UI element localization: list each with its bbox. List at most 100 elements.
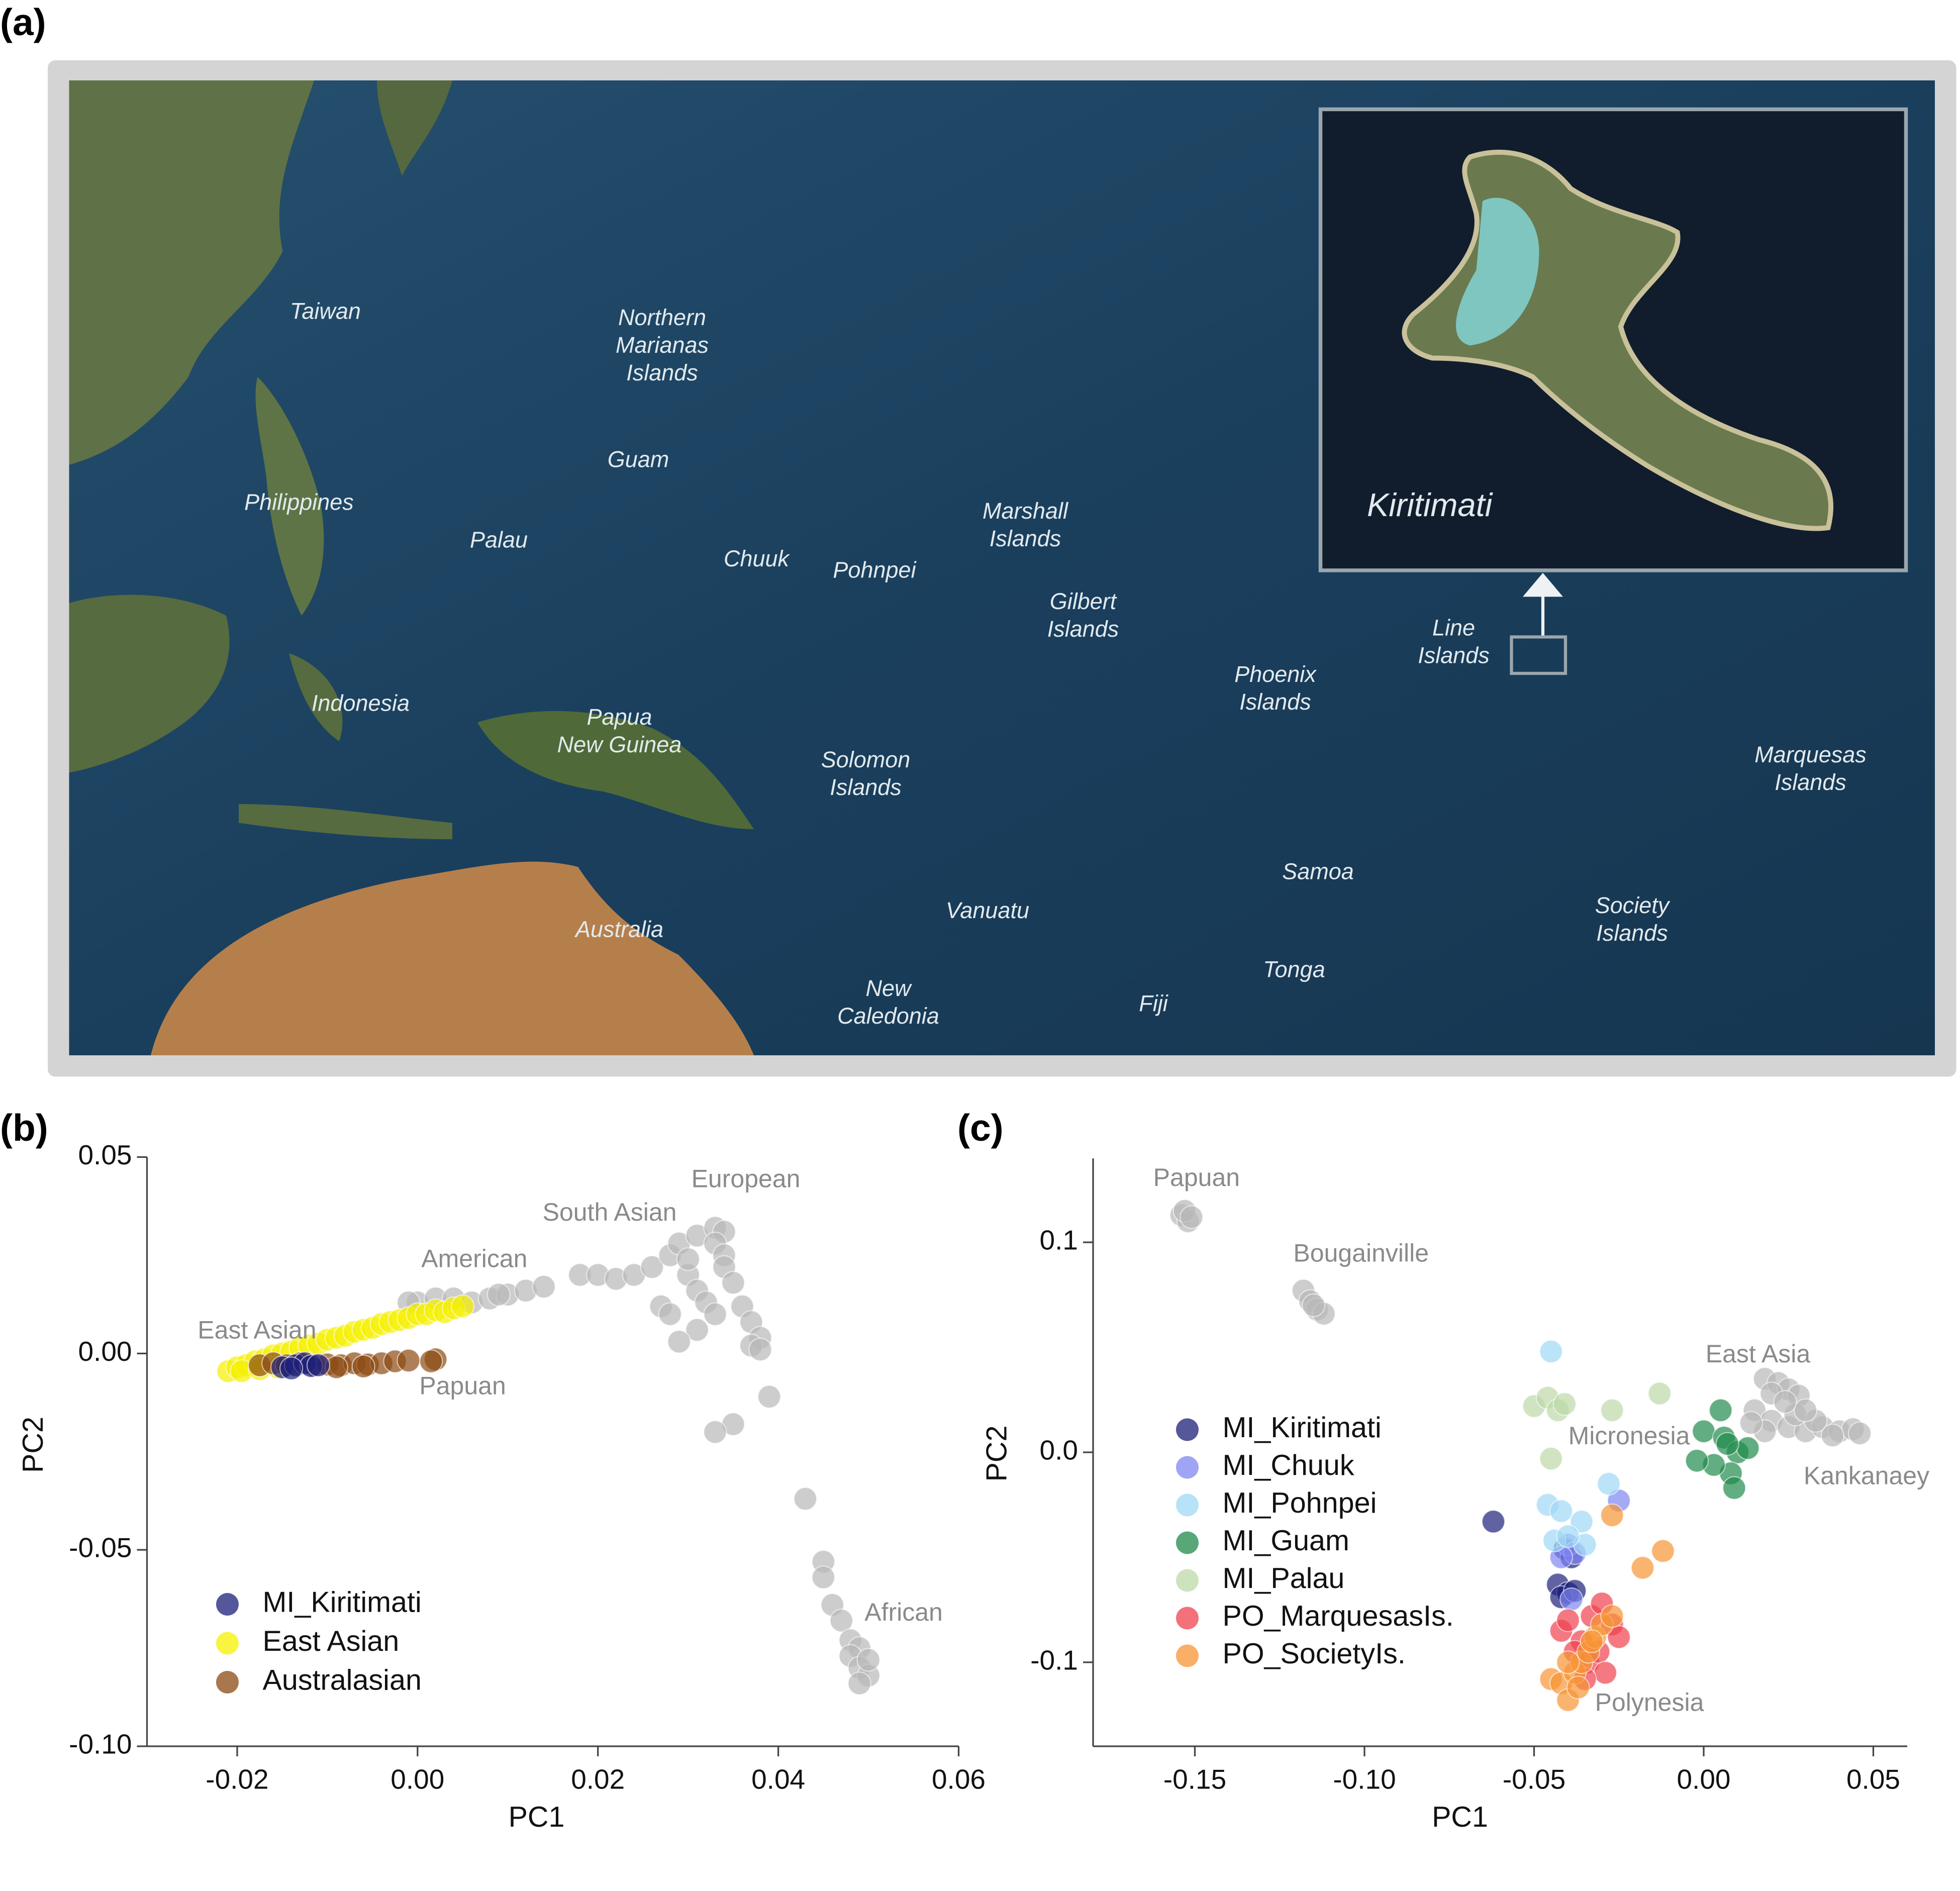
reference-point <box>532 1274 556 1299</box>
land-borneo <box>69 594 230 773</box>
annotation: East Asia <box>1706 1340 1811 1368</box>
annotation: Papuan <box>419 1372 506 1400</box>
legend-swatch <box>216 1671 239 1694</box>
map-label: Marianas <box>616 332 709 358</box>
y-axis-label: PC2 <box>981 1426 1013 1482</box>
map-label: Taiwan <box>290 298 361 324</box>
point <box>279 1356 304 1380</box>
chart: -0.15 -0.10 -0.05 0.00 0.05 0.1 0.0 -0.1 PC1 PC2 P… <box>981 1158 1929 1833</box>
point <box>1722 1476 1746 1500</box>
reference-point <box>856 1648 880 1672</box>
reference-point <box>793 1487 817 1511</box>
reference-point <box>640 1255 664 1279</box>
legend-swatch <box>1176 1531 1199 1554</box>
legend-swatch <box>1176 1456 1199 1479</box>
x-tick-label: 0.00 <box>390 1764 444 1795</box>
annotation: Papuan <box>1153 1163 1240 1191</box>
reference-point <box>1773 1390 1797 1414</box>
x-tick-label: 0.05 <box>1846 1764 1900 1795</box>
map-label: Palau <box>470 527 528 552</box>
reference-point <box>811 1565 835 1589</box>
map-label: Papua <box>586 704 652 730</box>
map-label: Islands <box>830 774 902 800</box>
legend-swatch <box>1176 1644 1199 1667</box>
map-label: Australia <box>574 916 663 942</box>
reference-point <box>667 1330 691 1354</box>
legend-swatch <box>1176 1607 1199 1630</box>
y-tick-label: 0.00 <box>78 1336 132 1367</box>
reference-point <box>1302 1293 1326 1318</box>
legend-swatch <box>216 1632 239 1655</box>
reference-point <box>676 1247 700 1271</box>
reference-point <box>1739 1411 1763 1435</box>
point <box>1736 1436 1760 1460</box>
map-label: Islands <box>1418 642 1490 668</box>
y-tick-label: 0.0 <box>1040 1435 1078 1466</box>
legend-label: PO_MarquesasIs. <box>1223 1600 1454 1632</box>
legend-label: MI_Palau <box>1223 1562 1345 1595</box>
land-australia <box>151 861 754 1055</box>
reference-point <box>486 1282 511 1307</box>
point <box>306 1353 330 1377</box>
point <box>351 1354 375 1378</box>
map-label: Chuuk <box>724 546 791 571</box>
x-tick-label: -0.02 <box>206 1764 268 1795</box>
inset-label: Kiritimati <box>1367 486 1493 523</box>
map-label: Islands <box>990 526 1061 551</box>
annotation: South Asian <box>543 1198 677 1226</box>
reference-point <box>757 1384 781 1409</box>
reference-point <box>1820 1424 1844 1448</box>
x-tick-label: 0.04 <box>751 1764 805 1795</box>
map-label: Northern <box>618 305 706 330</box>
x-axis-label: PC1 <box>509 1801 565 1833</box>
legend-label: MI_Chuuk <box>1223 1449 1354 1481</box>
map-label: Samoa <box>1282 858 1354 884</box>
annotation: Polynesia <box>1595 1688 1704 1717</box>
point <box>1607 1625 1631 1649</box>
x-tick-label: 0.00 <box>1677 1764 1730 1795</box>
map-label: Gilbert <box>1050 588 1118 614</box>
x-tick-label: 0.06 <box>932 1764 986 1795</box>
legend-label: MI_Guam <box>1223 1525 1349 1557</box>
point <box>1539 1339 1563 1363</box>
legend-label: East Asian <box>263 1625 400 1657</box>
y-tick-label: 0.1 <box>1040 1225 1078 1256</box>
map-label: Vanuatu <box>946 898 1029 923</box>
reference-point <box>703 1420 727 1444</box>
point <box>1570 1510 1594 1534</box>
annotation: American <box>421 1244 527 1272</box>
land-asia <box>69 80 314 465</box>
reference-point <box>703 1302 727 1326</box>
reference-point <box>658 1302 682 1326</box>
y-tick-label: -0.05 <box>69 1532 132 1563</box>
inset-arrow-head <box>1523 573 1563 597</box>
point <box>1709 1398 1733 1422</box>
point <box>1631 1556 1655 1580</box>
map-label: Solomon <box>821 747 911 772</box>
map-label: Islands <box>1775 769 1846 795</box>
point <box>1647 1381 1672 1406</box>
reference-point <box>685 1318 709 1342</box>
map-label: Tonga <box>1263 956 1325 982</box>
map-label: Indonesia <box>312 690 410 716</box>
point <box>1651 1539 1675 1563</box>
legend-label: MI_Kiritimati <box>1223 1412 1382 1444</box>
annotation: Kankanaey <box>1804 1461 1929 1489</box>
point <box>1556 1608 1580 1632</box>
point <box>1539 1447 1563 1471</box>
point <box>1549 1499 1573 1523</box>
point <box>1692 1419 1716 1443</box>
chart: -0.02 0.00 0.02 0.04 0.06 0.05 0.00 -0.05 -0.10 P… <box>17 1139 986 1833</box>
panel-label: (c) <box>957 1107 1004 1149</box>
legend-swatch <box>1176 1494 1199 1517</box>
reference-point <box>829 1609 853 1633</box>
point <box>1600 1604 1624 1628</box>
y-tick-label: 0.05 <box>78 1139 132 1170</box>
reference-point <box>1180 1205 1204 1229</box>
panel-label: (a) <box>0 1 46 43</box>
point <box>1556 1524 1580 1548</box>
y-tick-label: -0.1 <box>1030 1644 1078 1675</box>
point <box>1556 1650 1580 1674</box>
point <box>1600 1503 1624 1527</box>
y-tick-label: -0.10 <box>69 1729 132 1760</box>
